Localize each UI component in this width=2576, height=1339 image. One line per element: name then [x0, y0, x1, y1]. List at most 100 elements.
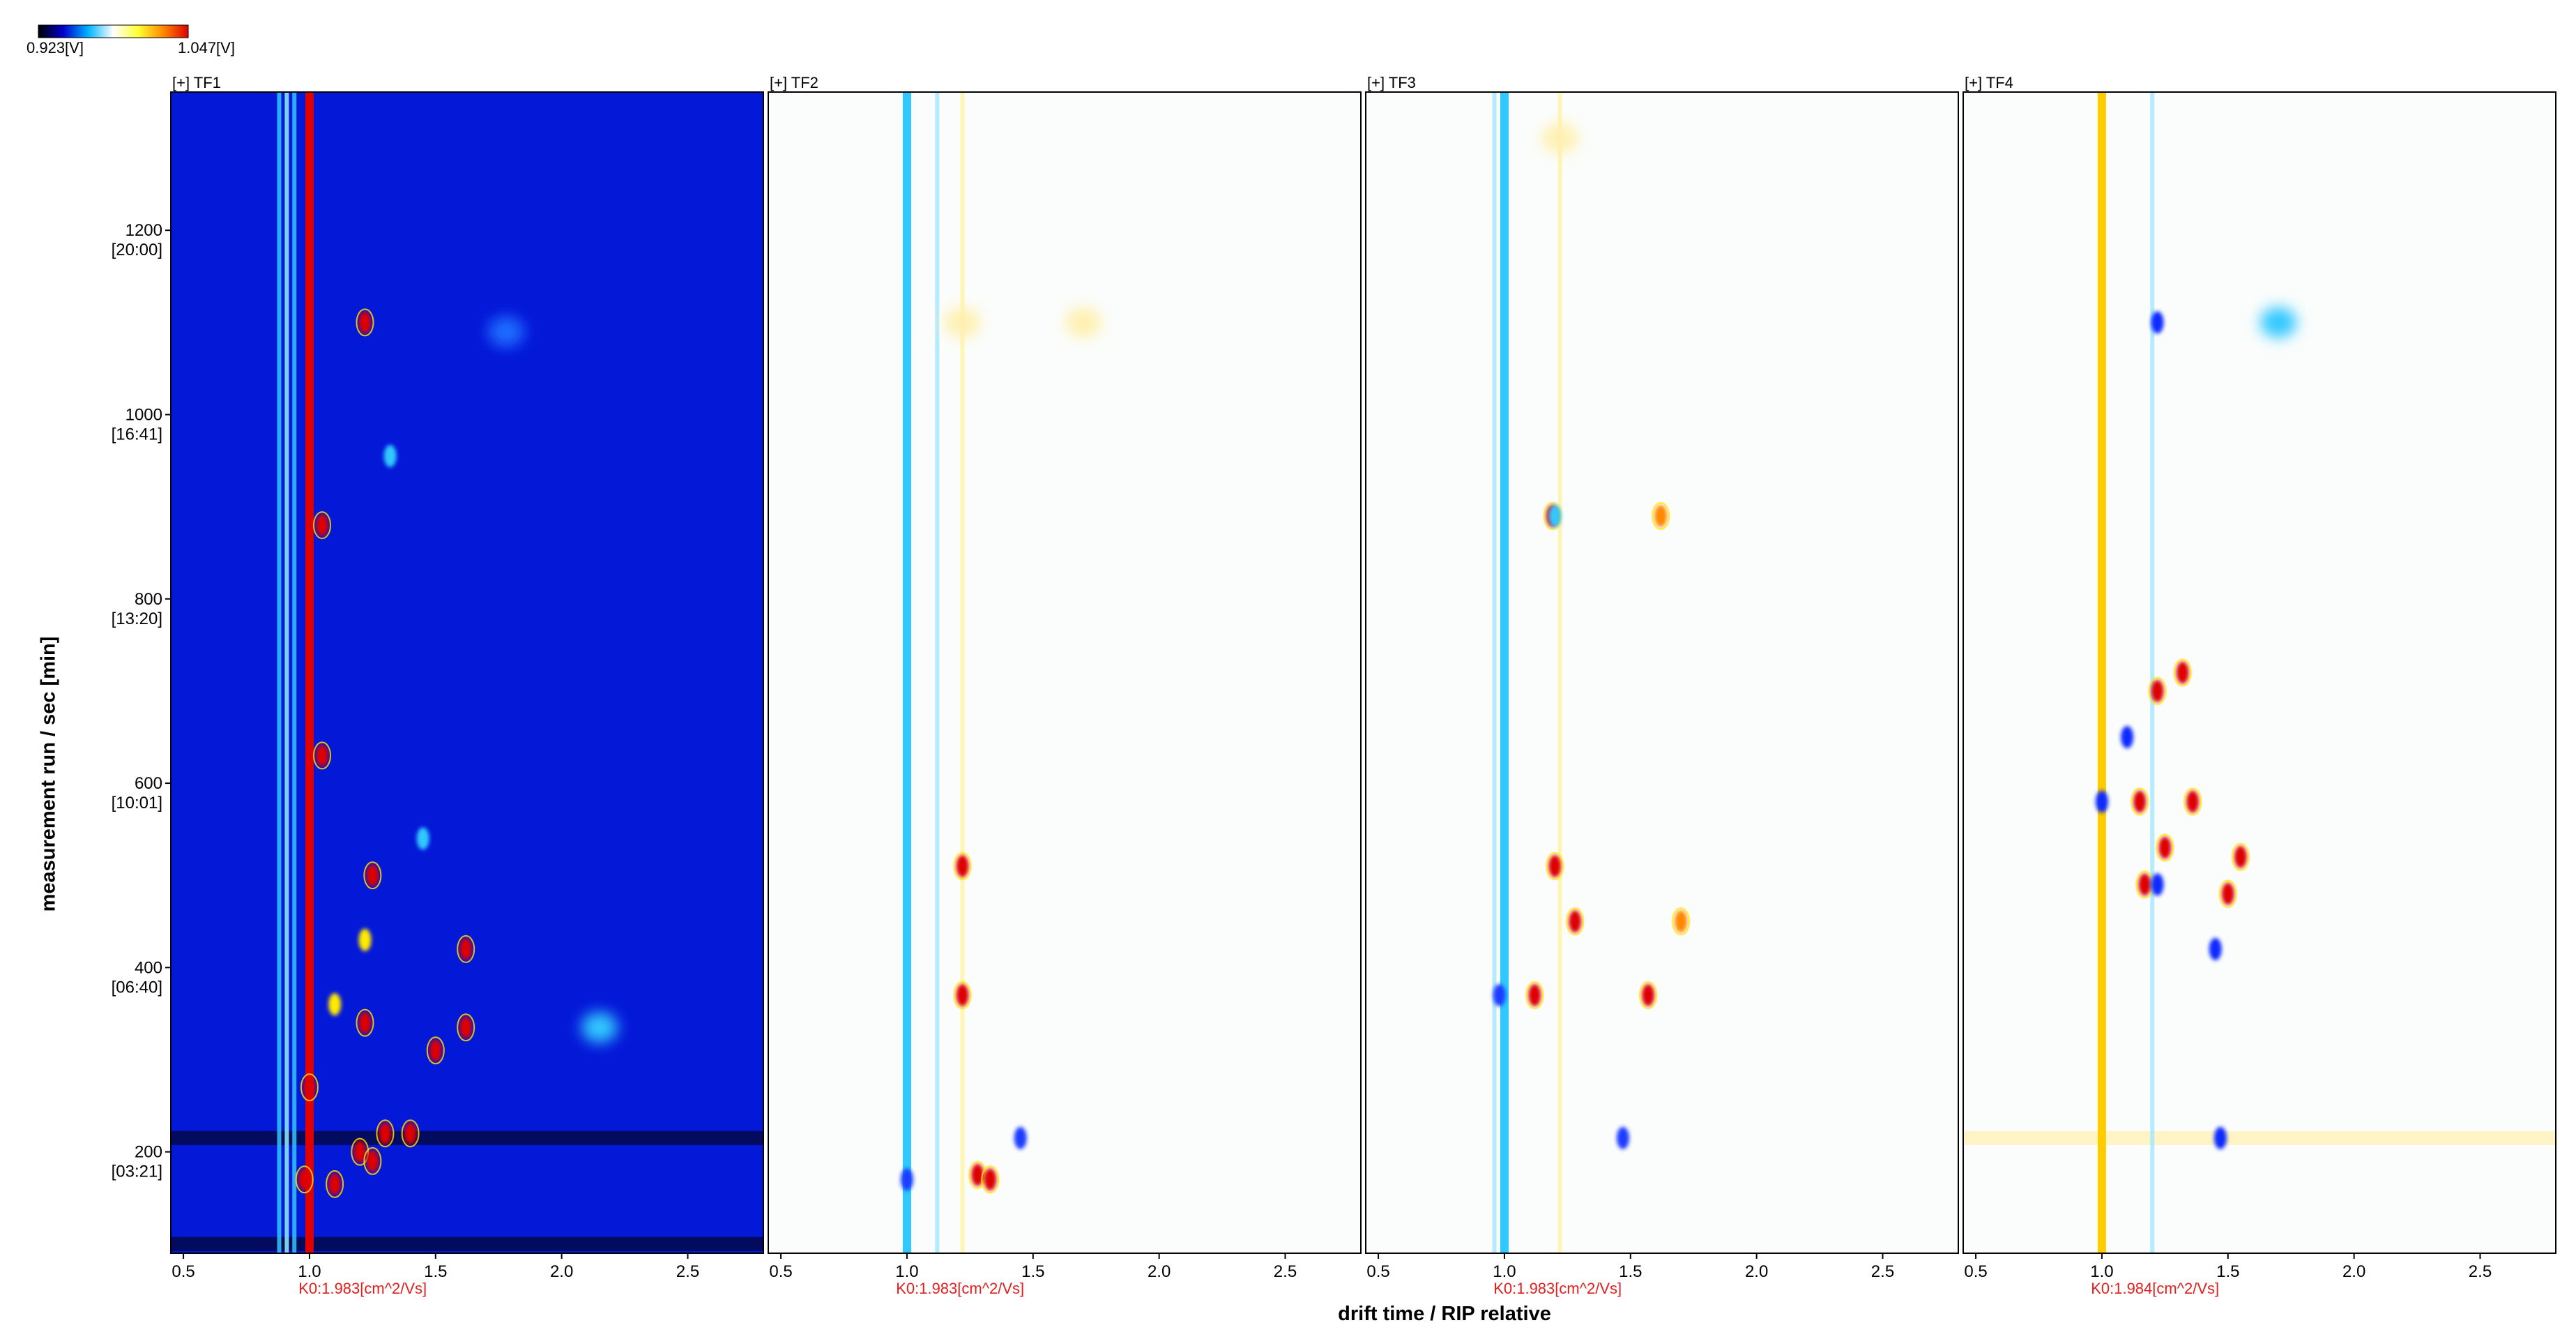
- spot-halo: [313, 741, 332, 770]
- spot: [328, 1172, 342, 1195]
- spot: [2138, 873, 2151, 896]
- x-tick-label: 0.5: [1366, 1262, 1389, 1281]
- k0-label: K0:1.983[cm^2/Vs]: [896, 1280, 1024, 1297]
- rip-line: [2097, 92, 2106, 1253]
- spot: [328, 993, 342, 1016]
- panel-frame: [170, 91, 764, 1254]
- spot-halo: [2231, 842, 2250, 871]
- k0-label: K0:1.983[cm^2/Vs]: [298, 1280, 427, 1297]
- spot: [1569, 910, 1582, 933]
- panel-title: [+] TF3: [1367, 74, 1416, 91]
- spot: [1014, 1126, 1027, 1149]
- spot: [984, 1168, 997, 1191]
- x-tick-label: 1.0: [895, 1262, 918, 1281]
- spot: [366, 864, 379, 887]
- vertical-streak: [935, 92, 940, 1253]
- vertical-streak: [1492, 92, 1497, 1253]
- spot: [1675, 910, 1688, 933]
- y-tick-label: 600: [135, 774, 162, 793]
- panel-title: [+] TF4: [1965, 74, 2013, 91]
- x-tick-label: 1.0: [298, 1262, 321, 1281]
- x-tick-label: 1.5: [1021, 1262, 1044, 1281]
- colorbar-min-label: 0.923[V]: [26, 39, 84, 56]
- x-tick-label: 1.5: [2216, 1262, 2239, 1281]
- spot-halo: [2218, 879, 2237, 908]
- spot: [303, 1076, 316, 1099]
- vertical-streak: [960, 92, 965, 1253]
- panel-3: [+] TF3 0.5 1.0 1.5 2.0 2.5 K0:1.983[cm^2/Vs]: [1365, 74, 1959, 1297]
- spot-halo: [2156, 833, 2174, 862]
- x-tick-label: 2.0: [1745, 1262, 1768, 1281]
- spot-halo: [1639, 981, 1658, 1009]
- panel-frame: [1365, 91, 1959, 1254]
- y-tick-time-label: [10:01]: [112, 794, 162, 812]
- x-tick-label: 2.5: [1274, 1262, 1297, 1281]
- y-tick-time-label: [03:21]: [112, 1163, 162, 1181]
- spot: [2151, 679, 2164, 702]
- spot: [2151, 873, 2164, 896]
- spot-halo: [295, 1165, 314, 1194]
- spot: [2234, 845, 2247, 868]
- spot: [2221, 882, 2234, 905]
- panel-background: [1963, 92, 2556, 1253]
- spot-halo: [457, 935, 475, 963]
- spot-halo: [401, 1119, 420, 1148]
- spot: [1541, 123, 1578, 154]
- spot-halo: [356, 308, 374, 337]
- spot: [1654, 504, 1668, 527]
- spot: [298, 1168, 311, 1191]
- spot-halo: [313, 511, 332, 540]
- spot-halo: [300, 1073, 319, 1102]
- colorbar-max-label: 1.047[V]: [178, 39, 235, 56]
- spot: [1528, 984, 1541, 1006]
- spot: [1065, 307, 1102, 338]
- y-tick-label: 1000: [125, 406, 162, 425]
- spot-halo: [2148, 676, 2167, 705]
- panel-4: [+] TF4 0.5 1.0 1.5 2.0 2.5 K0:1.984[cm^2/Vs]: [1963, 74, 2556, 1297]
- k0-label: K0:1.984[cm^2/Vs]: [2091, 1280, 2219, 1297]
- x-tick-label: 2.5: [1871, 1262, 1894, 1281]
- spot: [459, 1016, 473, 1039]
- y-tick-label: 400: [135, 958, 162, 977]
- spot: [358, 928, 372, 951]
- x-tick-label: 2.0: [2342, 1262, 2365, 1281]
- x-tick-label: 2.0: [1148, 1262, 1171, 1281]
- spot-halo: [1672, 907, 1691, 936]
- y-tick-time-label: [20:00]: [112, 241, 162, 259]
- spot: [383, 444, 397, 467]
- rip-line: [305, 92, 314, 1253]
- spot-halo: [363, 861, 382, 890]
- spot: [1642, 984, 1655, 1006]
- spot: [416, 827, 429, 850]
- x-tick-label: 1.5: [1619, 1262, 1642, 1281]
- x-tick-label: 2.5: [676, 1262, 699, 1281]
- spot-halo: [2131, 787, 2149, 816]
- spot-halo: [2183, 787, 2202, 816]
- spot: [2260, 307, 2297, 338]
- x-tick-label: 0.5: [172, 1262, 195, 1281]
- spot: [353, 1140, 367, 1163]
- vertical-streak: [277, 92, 282, 1253]
- rip-line: [1500, 92, 1509, 1253]
- spot: [2158, 836, 2172, 859]
- panel-frame: [1963, 91, 2556, 1254]
- vertical-streak: [284, 92, 289, 1253]
- y-tick-label: 200: [135, 1143, 162, 1162]
- spot-halo: [457, 1013, 475, 1042]
- spot-halo: [953, 852, 972, 880]
- x-tick-label: 2.5: [2469, 1262, 2492, 1281]
- spot-halo: [351, 1137, 369, 1166]
- spot: [1548, 504, 1562, 527]
- y-tick-label: 800: [135, 590, 162, 609]
- y-axis-label: measurement run / sec [min]: [37, 636, 60, 912]
- horizontal-band: [1963, 1130, 2556, 1145]
- spot-halo: [1525, 981, 1544, 1009]
- spot: [581, 1012, 618, 1043]
- vertical-streak: [1557, 92, 1562, 1253]
- spot-halo: [1566, 907, 1585, 936]
- panel-2: [+] TF2 0.5 1.0 1.5 2.0 2.5 K0:1.983[cm^2/Vs]: [768, 74, 1362, 1297]
- spot: [379, 1122, 392, 1145]
- spot-halo: [356, 1008, 374, 1037]
- spot-halo: [2173, 658, 2192, 687]
